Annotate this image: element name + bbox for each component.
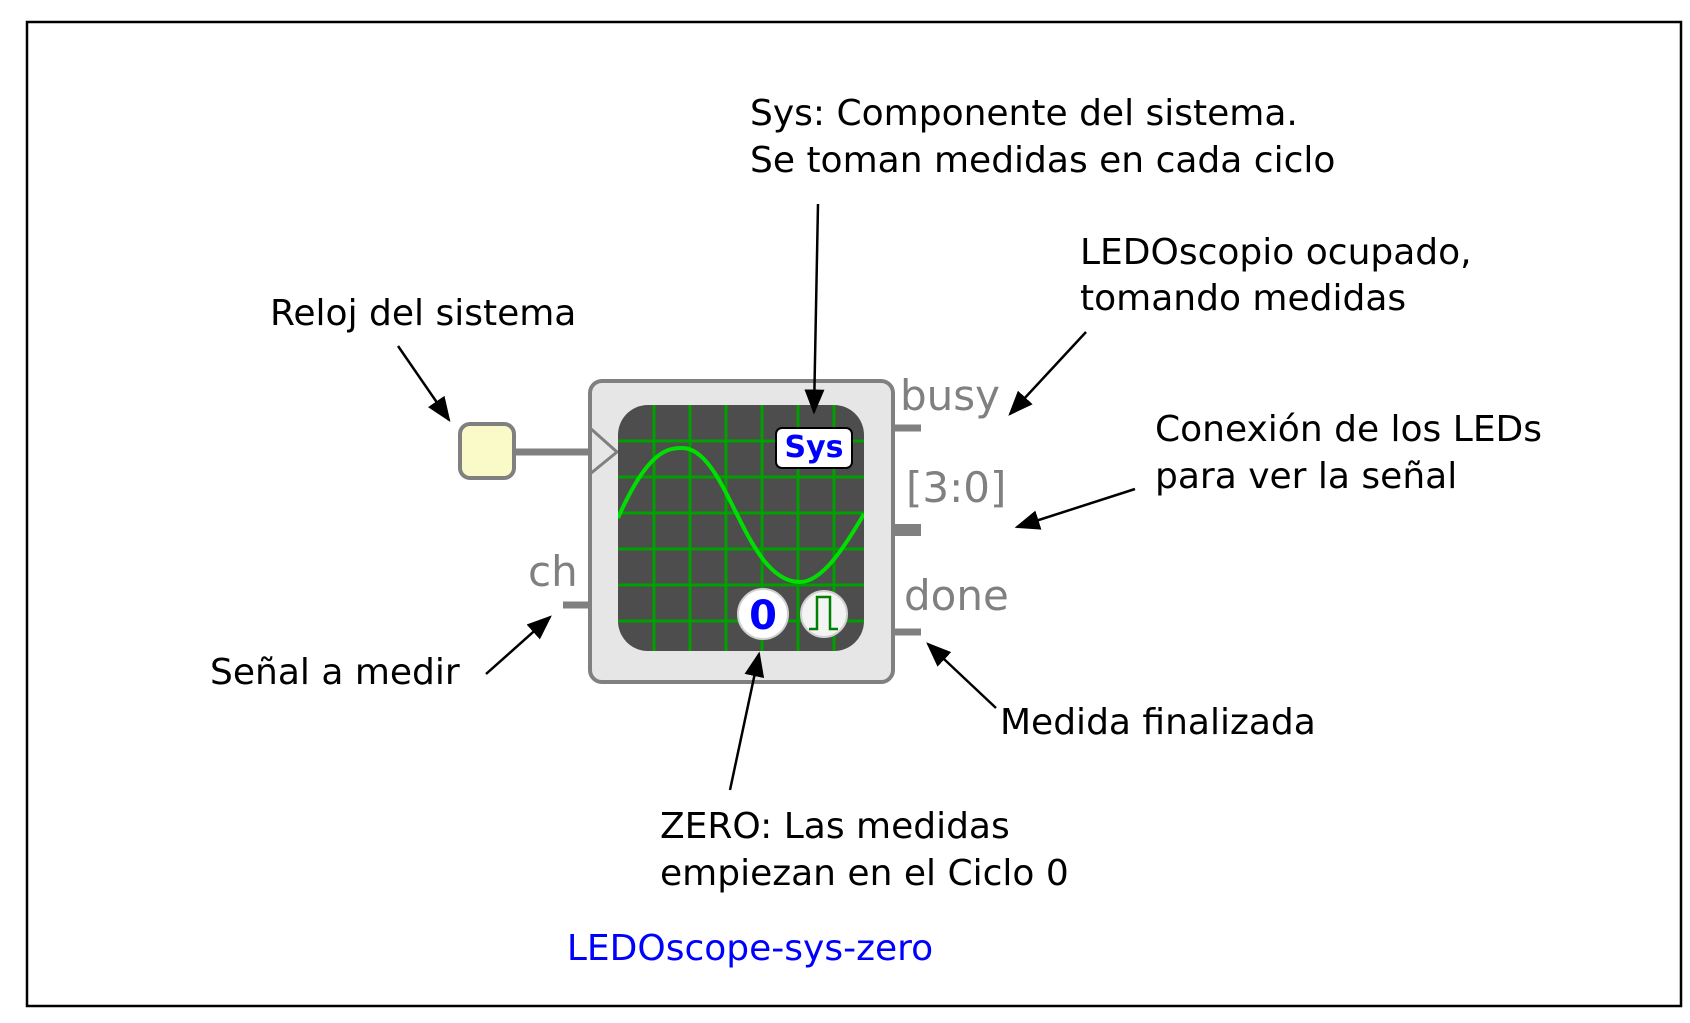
zero-badge [737, 588, 789, 640]
port-ch-label: ch [528, 547, 578, 596]
arrow-zero [728, 651, 765, 791]
sys-badge-label: Sys [784, 430, 843, 465]
pulse-icon [800, 590, 848, 638]
annotation-zero-line1: ZERO: Las medidas [660, 806, 1010, 847]
annotation-clock: Reloj del sistema [270, 293, 576, 334]
arrow-done [926, 642, 997, 709]
clock-input[interactable] [458, 422, 516, 480]
port-done-label: done [904, 571, 1009, 620]
port-bus-label: [3:0] [906, 463, 1006, 512]
arrow-signal [485, 615, 552, 675]
sys-badge [775, 427, 853, 469]
annotation-leds-line1: Conexión de los LEDs [1155, 409, 1542, 450]
arrow-busy [1008, 331, 1087, 416]
clock-triangle [589, 426, 620, 476]
port-busy-label: busy [900, 371, 1000, 420]
annotation-sys-line1: Sys: Componente del sistema. [750, 93, 1298, 134]
annotation-done: Medida finalizada [1000, 702, 1316, 743]
annotation-sys-line2: Se toman medidas en cada ciclo [750, 140, 1335, 181]
scope-grid [618, 405, 864, 651]
block-name: LEDOscope-sys-zero [567, 928, 933, 969]
zero-badge-label: 0 [749, 593, 777, 639]
annotation-leds-line2: para ver la señal [1155, 456, 1457, 497]
annotation-busy-line1: LEDOscopio ocupado, [1080, 232, 1472, 273]
annotation-signal: Señal a medir [210, 652, 460, 693]
arrow-sys [804, 203, 825, 415]
arrow-clock [396, 345, 451, 423]
annotation-zero-line2: empiezan en el Ciclo 0 [660, 853, 1069, 894]
sine-wave [618, 445, 864, 585]
diagram-frame [25, 20, 1683, 1008]
arrow-leds [1014, 487, 1136, 530]
annotation-busy-line2: tomando medidas [1080, 278, 1406, 319]
